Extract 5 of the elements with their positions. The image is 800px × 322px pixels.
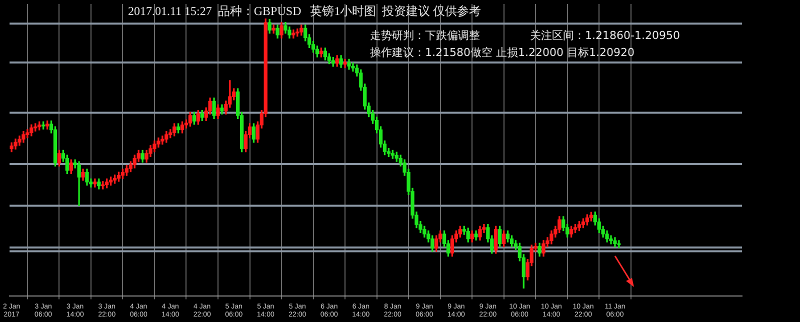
annotation: 关注区间：1.21860-1.20950 xyxy=(530,28,680,42)
chart-title: 2017.01.11 15:27 品种：GBPUSD 英镑1小时图 投资建议 仅供参考 xyxy=(128,4,482,18)
annotation: 走势研判：下跌偏调整 xyxy=(370,28,480,42)
annotation: 操作建议：1.21580做空 止损1.22000 目标1.20920 xyxy=(370,46,634,59)
candlestick xyxy=(617,240,621,248)
